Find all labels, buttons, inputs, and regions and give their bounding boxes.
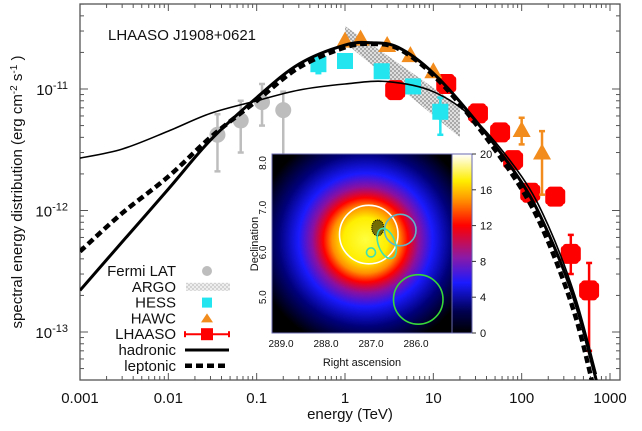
inset-x-label: Right ascension bbox=[323, 357, 401, 369]
plot-frame bbox=[79, 3, 621, 381]
x-tick-label: 1 bbox=[341, 390, 349, 407]
lhaaso-point-v bbox=[562, 243, 579, 264]
y-ticks: 10-11 10-12 10-13 bbox=[35, 3, 620, 370]
y-tick-label: 10-13 bbox=[35, 323, 68, 342]
inset-circle bbox=[383, 213, 417, 247]
y-tick-label: 10-11 bbox=[36, 80, 68, 99]
colorbar bbox=[451, 153, 473, 334]
legend-label: HAWC bbox=[131, 310, 176, 327]
x-ticks: 0.001 0.01 0.1 1 10 100 1000 bbox=[61, 4, 627, 407]
colorbar-tick-label: 4 bbox=[480, 292, 486, 304]
legend: Fermi LATARGOHESSHAWCLHAASOhadroniclepto… bbox=[107, 263, 230, 375]
y-tick-label: 10-12 bbox=[35, 202, 68, 221]
hess-point bbox=[337, 53, 353, 70]
inset-y-tick-label: 5.0 bbox=[258, 290, 269, 304]
hadronic-curve-thin bbox=[80, 80, 598, 375]
axes bbox=[79, 3, 621, 381]
inset-y-tick-label: 7.0 bbox=[258, 200, 269, 214]
inset-circles bbox=[338, 204, 444, 325]
legend-label: HESS bbox=[135, 295, 176, 312]
inset-circle bbox=[376, 227, 398, 260]
colorbar-tick-label: 8 bbox=[480, 256, 486, 268]
legend-symbol-band bbox=[186, 282, 230, 291]
y-axis-label: spectral energy distribution (erg cm-2 s… bbox=[9, 56, 27, 329]
colorbar-tick-label: 20 bbox=[480, 149, 492, 161]
chart-title: LHAASO J1908+0621 bbox=[108, 27, 256, 44]
inset-x-tick-label: 286.0 bbox=[403, 339, 428, 350]
hawc-point bbox=[424, 62, 443, 79]
hawc-point bbox=[512, 120, 531, 137]
inset-circle bbox=[365, 247, 377, 258]
legend-label: leptonic bbox=[124, 358, 176, 375]
colorbar-tick-label: 16 bbox=[480, 185, 492, 197]
legend-symbol-square bbox=[202, 297, 212, 308]
legend-symbol-circle bbox=[202, 266, 212, 276]
inset-circle bbox=[392, 273, 444, 325]
x-axis-label: energy (TeV) bbox=[307, 406, 393, 423]
x-tick-label: 0.01 bbox=[154, 390, 183, 407]
inset-x-tick-label: 288.0 bbox=[313, 339, 338, 350]
inset-ticks: 289.0 288.0 287.0 286.0 5.0 6.0 7.0 8.0 bbox=[258, 156, 429, 350]
x-tick-label: 0.1 bbox=[246, 390, 267, 407]
lhaaso-point-v bbox=[492, 122, 509, 143]
colorbar-tick-label: 0 bbox=[480, 328, 486, 340]
inset-x-tick-label: 289.0 bbox=[268, 339, 293, 350]
hess-point bbox=[405, 78, 422, 95]
inset-y-tick-label: 8.0 bbox=[258, 156, 269, 170]
legend-symbol-triangle bbox=[201, 313, 213, 323]
colorbar-ticks: 0 4 8 12 16 20 bbox=[472, 149, 492, 340]
lhaaso-point-v bbox=[387, 80, 404, 101]
hess-point bbox=[373, 63, 390, 80]
inset-y-label: Declination bbox=[249, 217, 261, 271]
x-tick-label: 1000 bbox=[593, 390, 626, 407]
colorbar-tick-label: 12 bbox=[480, 221, 492, 233]
inset-circle bbox=[338, 204, 399, 265]
legend-label: Fermi LAT bbox=[107, 263, 176, 280]
x-tick-label: 10 bbox=[425, 390, 442, 407]
leptonic-curve bbox=[80, 41, 595, 380]
inset-map bbox=[271, 153, 453, 334]
x-tick-label: 0.001 bbox=[61, 390, 99, 407]
inset-x-tick-label: 287.0 bbox=[358, 339, 383, 350]
legend-label: LHAASO bbox=[115, 326, 176, 343]
legend-label: ARGO bbox=[132, 279, 176, 296]
legend-symbol-square bbox=[201, 328, 213, 341]
legend-label: hadronic bbox=[118, 342, 176, 359]
x-tick-label: 100 bbox=[509, 390, 534, 407]
lhaaso-point-v bbox=[581, 280, 598, 301]
lhaaso-point-v bbox=[547, 186, 564, 207]
hawc-point bbox=[533, 143, 552, 160]
lhaaso-point-v bbox=[469, 103, 486, 124]
fermi-point bbox=[275, 102, 292, 119]
inset-y-tick-label: 6.0 bbox=[258, 245, 269, 259]
plot-area bbox=[80, 26, 600, 380]
hess-point bbox=[432, 103, 449, 120]
inset-heatmap: 0 4 8 12 16 20 289.0 288.0 287.0 286.0 5.0 6.0 7.0 8… bbox=[249, 149, 492, 369]
